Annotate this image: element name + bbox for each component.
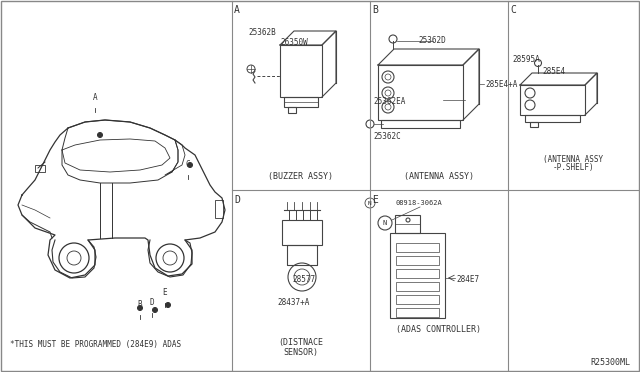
Text: 26350W: 26350W [280,38,308,47]
Text: 285E4+A: 285E4+A [485,80,517,89]
Bar [530,122,538,127]
Text: (ANTENNA ASSY): (ANTENNA ASSY) [404,172,474,181]
Bar [288,107,296,113]
Bar [35,165,45,172]
Text: 25362C: 25362C [373,132,401,141]
Text: 25362D: 25362D [418,36,445,45]
Text: -P.SHELF): -P.SHELF) [552,163,594,172]
Text: N: N [368,201,372,206]
Text: (DISTNACE: (DISTNACE [278,338,323,347]
Text: B: B [138,300,142,309]
Text: 08918-3062A: 08918-3062A [395,200,442,206]
Bar [525,115,580,122]
Text: (ANTENNA ASSY: (ANTENNA ASSY [543,155,603,164]
Bar [396,269,439,278]
Text: (ADAS CONTROLLER): (ADAS CONTROLLER) [397,325,481,334]
Text: C: C [186,160,190,169]
Text: *THIS MUST BE PROGRAMMED (284E9) ADAS: *THIS MUST BE PROGRAMMED (284E9) ADAS [10,340,181,349]
Text: 285E4: 285E4 [542,67,565,76]
Text: 28437+A: 28437+A [277,298,309,307]
Text: 25362EA: 25362EA [373,97,405,106]
Text: E: E [372,195,378,205]
Bar [396,308,439,317]
Bar [396,282,439,291]
Bar [287,245,317,265]
Bar [396,243,439,252]
Text: SENSOR): SENSOR) [284,348,319,357]
Bar [378,65,463,120]
Text: C: C [510,5,516,15]
Circle shape [138,305,143,311]
Text: (BUZZER ASSY): (BUZZER ASSY) [269,172,333,181]
Text: A: A [234,5,240,15]
Bar [381,120,460,128]
Bar [396,256,439,265]
Text: 28595A: 28595A [512,55,540,64]
Text: 284E7: 284E7 [456,275,479,284]
Circle shape [152,308,157,312]
Bar [520,85,585,115]
Bar [284,97,318,107]
Bar [282,220,322,245]
Text: D: D [234,195,240,205]
Text: 28577: 28577 [292,275,316,284]
Bar [390,233,445,318]
Text: N: N [383,220,387,226]
Text: D: D [150,298,154,307]
Text: B: B [372,5,378,15]
Bar [215,200,223,218]
Bar [395,215,420,233]
Text: R25300ML: R25300ML [590,358,630,367]
Bar [396,295,439,304]
Text: E: E [163,288,167,297]
Circle shape [97,132,102,138]
Circle shape [166,302,170,308]
Circle shape [188,163,193,167]
Bar [280,45,322,97]
Text: A: A [93,93,97,102]
Text: 25362B: 25362B [248,28,276,37]
